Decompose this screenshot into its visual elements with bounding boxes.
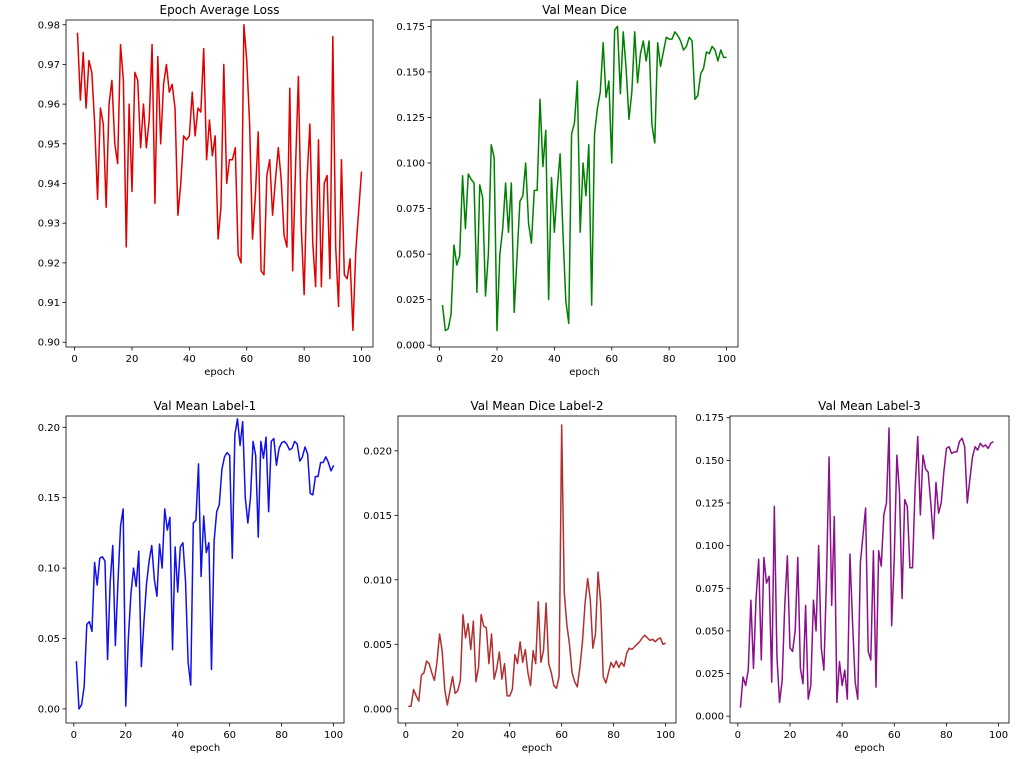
y-tick-label: 0.020	[363, 446, 392, 457]
y-tick-label: 0.97	[38, 60, 60, 71]
y-tick-label: 0.05	[38, 634, 60, 645]
y-tick-label: 0.015	[363, 511, 392, 522]
y-tick-label: 0.94	[38, 179, 60, 190]
y-tick-label: 0.92	[38, 258, 60, 269]
chart-panel-1: Epoch Average Loss 0 20 40 60 80 100 0.90 0.91 0.…	[38, 3, 374, 378]
y-tick-label: 0.10	[38, 564, 60, 575]
x-axis-label: epoch	[204, 367, 234, 378]
axes-frame	[729, 415, 1010, 724]
x-tick-label: 0	[71, 354, 77, 365]
series-line	[408, 424, 666, 707]
x-axis-label: epoch	[569, 367, 599, 378]
y-tick-label: 0.075	[695, 584, 724, 595]
x-tick-label: 60	[555, 730, 568, 741]
chart-panel-3: Val Mean Label-1 0 20 40 60 80 100 0.00 0.05 0.10…	[38, 399, 345, 754]
y-tick-label: 0.005	[363, 640, 392, 651]
x-tick-label: 0	[735, 730, 741, 741]
x-tick-label: 60	[888, 730, 901, 741]
y-tick-label: 0.050	[695, 626, 724, 637]
y-tick-label: 0.025	[695, 669, 724, 680]
x-axis-label: epoch	[854, 743, 884, 754]
x-tick-label: 0	[403, 730, 409, 741]
x-tick-label: 40	[503, 730, 516, 741]
x-axis-label: epoch	[190, 743, 220, 754]
y-tick-label: 0.000	[695, 712, 724, 723]
y-tick-label: 0.175	[695, 413, 724, 424]
y-tick-label: 0.125	[695, 498, 724, 509]
y-tick-label: 0.025	[396, 295, 425, 306]
y-tick-label: 0.150	[695, 456, 724, 467]
chart-title: Val Mean Dice Label-2	[471, 399, 604, 413]
y-tick-label: 0.93	[38, 219, 60, 230]
x-tick-label: 20	[784, 730, 797, 741]
y-tick-label: 0.00	[38, 704, 60, 715]
y-tick-label: 0.96	[38, 100, 60, 111]
x-tick-label: 80	[275, 730, 288, 741]
axes-frame	[430, 19, 739, 348]
chart-title: Epoch Average Loss	[160, 3, 280, 17]
axes-frame	[65, 415, 345, 724]
series-line	[75, 418, 335, 710]
x-tick-label: 100	[989, 730, 1008, 741]
chart-panel-2: Val Mean Dice 0 20 40 60 80 100 0.000 0.025 0.050…	[396, 3, 739, 378]
x-tick-label: 0	[436, 354, 442, 365]
y-tick-label: 0.050	[396, 250, 425, 261]
x-tick-label: 60	[223, 730, 236, 741]
x-axis-label: epoch	[522, 743, 552, 754]
x-tick-label: 40	[548, 354, 561, 365]
series-line	[441, 25, 727, 332]
x-tick-label: 20	[451, 730, 464, 741]
x-tick-label: 100	[324, 730, 343, 741]
y-tick-label: 0.98	[38, 20, 60, 31]
x-tick-label: 20	[119, 730, 132, 741]
y-tick-label: 0.100	[695, 541, 724, 552]
series-line	[739, 427, 994, 708]
y-tick-label: 0.90	[38, 338, 60, 349]
y-tick-label: 0.075	[396, 204, 425, 215]
y-tick-label: 0.010	[363, 575, 392, 586]
axes-frame	[397, 415, 677, 724]
y-tick-label: 0.15	[38, 493, 60, 504]
x-tick-label: 40	[183, 354, 196, 365]
chart-title: Val Mean Dice	[542, 3, 627, 17]
x-tick-label: 80	[940, 730, 953, 741]
series-line	[76, 24, 363, 332]
chart-panel-4: Val Mean Dice Label-2 0 20 40 60 80 100 0.000 0.…	[363, 399, 677, 754]
x-tick-label: 80	[663, 354, 676, 365]
y-tick-label: 0.95	[38, 139, 60, 150]
x-tick-label: 100	[352, 354, 371, 365]
y-tick-label: 0.91	[38, 298, 60, 309]
y-tick-label: 0.000	[363, 704, 392, 715]
y-tick-label: 0.100	[396, 159, 425, 170]
y-tick-label: 0.150	[396, 67, 425, 78]
x-tick-label: 40	[171, 730, 184, 741]
chart-panel-5: Val Mean Label-3 0 20 40 60 80 100 0.000 0.025 0.…	[695, 399, 1010, 754]
y-tick-label: 0.175	[396, 22, 425, 33]
x-tick-label: 60	[240, 354, 253, 365]
x-tick-label: 0	[71, 730, 77, 741]
x-tick-label: 80	[607, 730, 620, 741]
x-tick-label: 80	[298, 354, 311, 365]
chart-title: Val Mean Label-1	[154, 399, 257, 413]
x-tick-label: 20	[126, 354, 139, 365]
x-tick-label: 20	[491, 354, 504, 365]
y-tick-label: 0.000	[396, 341, 425, 352]
y-tick-label: 0.20	[38, 423, 60, 434]
x-tick-label: 60	[605, 354, 618, 365]
x-tick-label: 100	[717, 354, 736, 365]
x-tick-label: 40	[836, 730, 849, 741]
y-tick-label: 0.125	[396, 113, 425, 124]
chart-title: Val Mean Label-3	[818, 399, 921, 413]
x-tick-label: 100	[656, 730, 675, 741]
